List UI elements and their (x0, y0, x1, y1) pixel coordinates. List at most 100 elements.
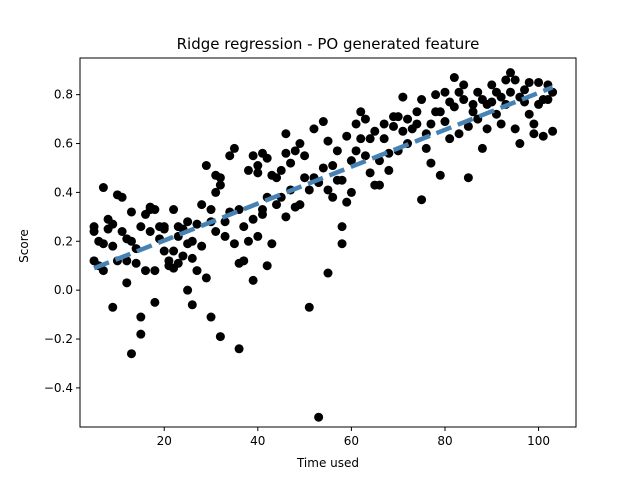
x-tick-label: 60 (344, 434, 359, 448)
data-point (192, 219, 202, 229)
x-tick-label: 40 (250, 434, 265, 448)
data-point (398, 92, 408, 102)
plot-background (80, 58, 576, 427)
data-point (496, 119, 506, 129)
data-point (234, 344, 244, 354)
data-point (337, 222, 347, 232)
data-point (454, 129, 464, 139)
data-point (548, 126, 558, 136)
data-point (108, 219, 118, 229)
data-point (122, 256, 132, 266)
data-point (473, 87, 483, 97)
data-point (300, 151, 310, 161)
data-point (323, 185, 333, 195)
data-point (225, 151, 235, 161)
data-point (281, 212, 291, 222)
data-point (108, 302, 118, 312)
data-point (276, 165, 286, 175)
data-point (524, 77, 534, 87)
data-point (187, 300, 197, 310)
data-point (370, 126, 380, 136)
data-point (374, 180, 384, 190)
data-point (510, 75, 520, 85)
chart-title: Ridge regression - PO generated feature (177, 35, 480, 53)
data-point (449, 102, 459, 112)
data-point (379, 119, 389, 129)
data-point (314, 412, 324, 422)
data-point (126, 236, 136, 246)
data-point (510, 124, 520, 134)
data-point (342, 131, 352, 141)
data-point (515, 139, 525, 149)
plot-area (80, 58, 576, 427)
data-point (412, 107, 422, 117)
data-point (543, 95, 553, 105)
data-point (412, 119, 422, 129)
data-point (126, 349, 136, 359)
data-point (187, 253, 197, 263)
data-point (403, 114, 413, 124)
data-point (215, 180, 225, 190)
x-axis-label: Time used (296, 456, 359, 470)
data-point (201, 161, 211, 171)
data-point (304, 302, 314, 312)
data-point (463, 121, 473, 131)
data-point (248, 275, 258, 285)
data-point (136, 312, 146, 322)
data-point (131, 258, 141, 268)
y-tick-label: 0.6 (54, 137, 73, 151)
data-point (501, 75, 511, 85)
data-point (98, 239, 108, 249)
data-point (262, 153, 272, 163)
y-tick-label: 0.2 (54, 234, 73, 248)
data-point (454, 87, 464, 97)
y-tick-label: −0.2 (44, 332, 73, 346)
data-point (529, 129, 539, 139)
data-point (318, 117, 328, 127)
data-point (243, 236, 253, 246)
data-point (360, 114, 370, 124)
data-point (393, 112, 403, 122)
data-point (150, 266, 160, 276)
data-point (463, 173, 473, 183)
data-point (360, 151, 370, 161)
data-point (346, 187, 356, 197)
data-point (159, 246, 169, 256)
y-axis-label: Score (17, 229, 31, 263)
data-point (440, 117, 450, 127)
data-point (187, 236, 197, 246)
data-point (379, 134, 389, 144)
data-point (159, 222, 169, 232)
data-point (538, 131, 548, 141)
data-point (136, 329, 146, 339)
data-point (248, 214, 258, 224)
data-point (398, 126, 408, 136)
data-point (248, 151, 258, 161)
data-point (253, 168, 263, 178)
data-point (323, 268, 333, 278)
data-point (117, 227, 127, 236)
x-tick-label: 20 (157, 434, 172, 448)
data-point (417, 95, 427, 105)
data-point (197, 200, 207, 210)
data-point (524, 109, 534, 119)
data-point (243, 165, 253, 175)
data-point (169, 246, 179, 256)
data-point (417, 195, 427, 205)
data-point (356, 107, 366, 117)
data-point (108, 241, 118, 251)
data-point (141, 266, 151, 276)
data-point (477, 143, 487, 153)
data-point (529, 119, 539, 129)
data-point (257, 205, 267, 215)
data-point (426, 119, 436, 129)
data-point (89, 227, 99, 236)
data-point (431, 90, 441, 100)
data-point (440, 87, 450, 97)
data-point (183, 285, 193, 295)
data-point (304, 185, 314, 195)
data-point (384, 165, 394, 175)
data-point (487, 97, 497, 107)
data-point (253, 161, 263, 171)
data-point (229, 143, 239, 153)
